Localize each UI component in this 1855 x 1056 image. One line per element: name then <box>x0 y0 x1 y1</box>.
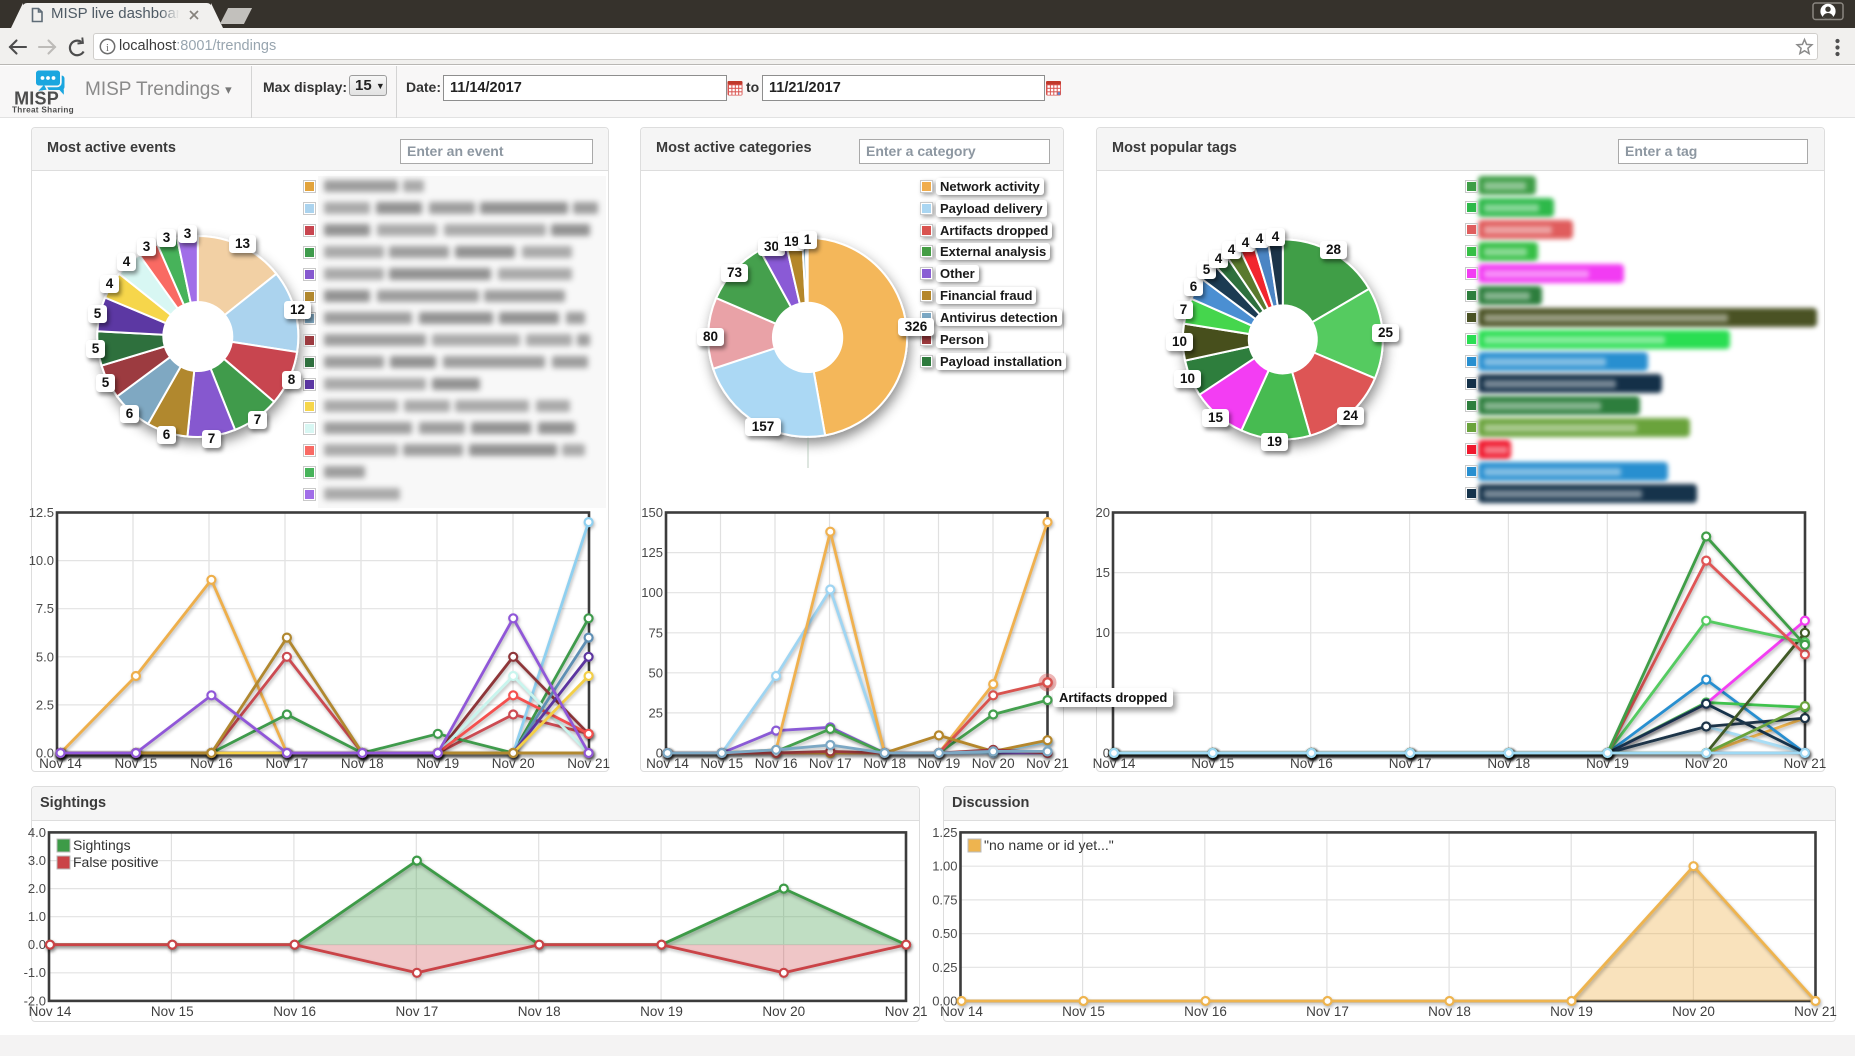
svg-text:10.0: 10.0 <box>29 553 54 568</box>
svg-text:1.25: 1.25 <box>932 825 957 840</box>
svg-text:Nov 19: Nov 19 <box>640 1004 683 1019</box>
svg-text:Nov 21: Nov 21 <box>885 1004 928 1019</box>
svg-text:Nov 15: Nov 15 <box>1062 1004 1105 1019</box>
svg-text:Nov 21: Nov 21 <box>1794 1004 1837 1019</box>
svg-text:Nov 15: Nov 15 <box>115 756 158 771</box>
svg-text:1.00: 1.00 <box>932 859 957 874</box>
svg-text:Nov 19: Nov 19 <box>416 756 459 771</box>
svg-text:Nov 15: Nov 15 <box>1191 756 1234 771</box>
svg-text:i: i <box>106 43 109 54</box>
svg-text:0.50: 0.50 <box>932 926 957 941</box>
svg-text:Nov 16: Nov 16 <box>1184 1004 1227 1019</box>
svg-text:0: 0 <box>1103 746 1110 761</box>
svg-text:Nov 21: Nov 21 <box>567 756 610 771</box>
svg-text:Nov 14: Nov 14 <box>1093 756 1136 771</box>
svg-text:Nov 20: Nov 20 <box>762 1004 805 1019</box>
svg-text:MISP: MISP <box>14 89 59 109</box>
svg-text:Nov 19: Nov 19 <box>1586 756 1629 771</box>
svg-text:Nov 14: Nov 14 <box>39 756 82 771</box>
svg-text:7.5: 7.5 <box>36 601 54 616</box>
svg-text:Nov 15: Nov 15 <box>151 1004 194 1019</box>
svg-text:-2.0: -2.0 <box>24 993 46 1008</box>
svg-text:Nov 17: Nov 17 <box>1389 756 1432 771</box>
svg-text:12.5: 12.5 <box>29 505 54 520</box>
svg-text:3.0: 3.0 <box>28 853 46 868</box>
svg-text:Nov 19: Nov 19 <box>1550 1004 1593 1019</box>
svg-text:0.25: 0.25 <box>932 960 957 975</box>
svg-text:Nov 16: Nov 16 <box>190 756 233 771</box>
svg-text:Nov 21: Nov 21 <box>1026 756 1069 771</box>
svg-text:25: 25 <box>649 705 663 720</box>
svg-text:75: 75 <box>649 625 663 640</box>
svg-text:125: 125 <box>641 545 663 560</box>
svg-text:"no name or id yet...": "no name or id yet..." <box>984 837 1114 853</box>
svg-text:Nov 14: Nov 14 <box>29 1004 72 1019</box>
svg-text:50: 50 <box>649 665 663 680</box>
svg-text:Nov 19: Nov 19 <box>918 756 961 771</box>
svg-text:20: 20 <box>1096 505 1110 520</box>
svg-text:100: 100 <box>641 585 663 600</box>
svg-text:150: 150 <box>641 505 663 520</box>
svg-text:1.0: 1.0 <box>28 909 46 924</box>
svg-text:Nov 21: Nov 21 <box>1784 756 1827 771</box>
svg-text:5.0: 5.0 <box>36 649 54 664</box>
svg-text:0.0: 0.0 <box>36 746 54 761</box>
svg-text:Nov 16: Nov 16 <box>273 1004 316 1019</box>
svg-text:Nov 16: Nov 16 <box>755 756 798 771</box>
svg-text:Nov 17: Nov 17 <box>809 756 852 771</box>
svg-text:15: 15 <box>1096 565 1110 580</box>
svg-text:False positive: False positive <box>73 854 159 870</box>
svg-text:0: 0 <box>656 746 663 761</box>
svg-text:4.0: 4.0 <box>28 825 46 840</box>
svg-text:Nov 15: Nov 15 <box>700 756 743 771</box>
svg-text:Nov 17: Nov 17 <box>1306 1004 1349 1019</box>
svg-text:Nov 16: Nov 16 <box>1290 756 1333 771</box>
svg-text:0.00: 0.00 <box>932 994 957 1009</box>
svg-text:2.0: 2.0 <box>28 881 46 896</box>
svg-text:Nov 18: Nov 18 <box>1428 1004 1471 1019</box>
svg-text:Nov 18: Nov 18 <box>518 1004 561 1019</box>
svg-text:Nov 14: Nov 14 <box>940 1004 983 1019</box>
svg-text:Nov 14: Nov 14 <box>646 756 689 771</box>
svg-text:0.75: 0.75 <box>932 892 957 907</box>
svg-text:Nov 18: Nov 18 <box>341 756 384 771</box>
svg-text:Threat Sharing: Threat Sharing <box>12 105 74 114</box>
svg-text:Nov 17: Nov 17 <box>266 756 309 771</box>
svg-text:Nov 17: Nov 17 <box>396 1004 439 1019</box>
svg-text:Nov 20: Nov 20 <box>1685 756 1728 771</box>
svg-text:-1.0: -1.0 <box>24 965 46 980</box>
svg-text:Nov 20: Nov 20 <box>1672 1004 1715 1019</box>
svg-text:Sightings: Sightings <box>73 837 131 853</box>
svg-text:Nov 20: Nov 20 <box>492 756 535 771</box>
svg-text:Nov 18: Nov 18 <box>1487 756 1530 771</box>
svg-text:2.5: 2.5 <box>36 697 54 712</box>
svg-text:0.0: 0.0 <box>28 937 46 952</box>
svg-text:Nov 18: Nov 18 <box>863 756 906 771</box>
svg-text:10: 10 <box>1096 625 1110 640</box>
svg-text:Nov 20: Nov 20 <box>972 756 1015 771</box>
